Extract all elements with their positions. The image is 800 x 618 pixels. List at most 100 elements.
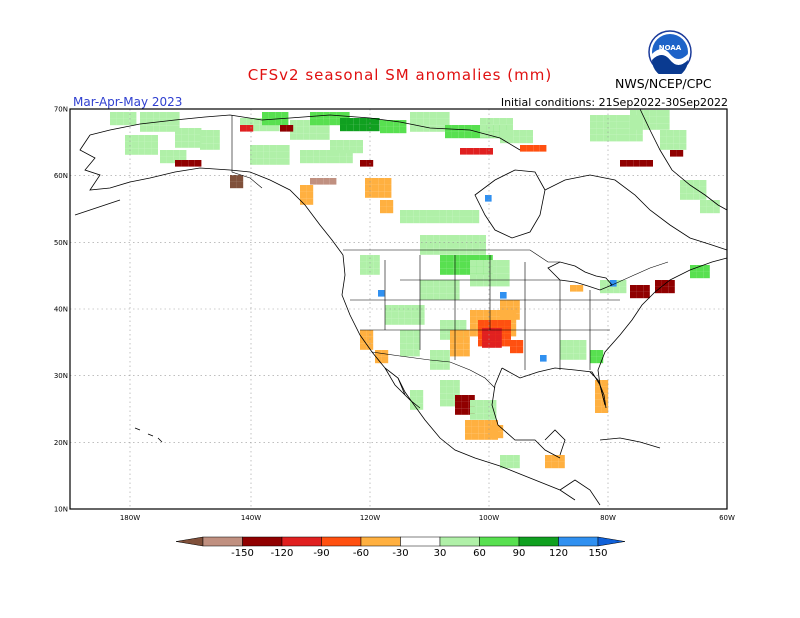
anomaly-cell (643, 123, 650, 130)
anomaly-cell (309, 126, 317, 134)
anomaly-cell (470, 316, 477, 324)
anomaly-cell (400, 343, 407, 350)
anomaly-cell (493, 118, 500, 125)
anomaly-cell (453, 286, 460, 294)
anomaly-cell (506, 313, 514, 320)
anomaly-cell (346, 124, 354, 132)
lat-label-70N: 70N (54, 106, 68, 114)
anomaly-cell (459, 261, 467, 269)
anomaly-cell (470, 279, 477, 287)
colorbar-swatch (360, 536, 401, 547)
anomaly-cell (316, 126, 323, 134)
anomaly-cell (459, 235, 467, 242)
anomaly-cell (483, 316, 490, 324)
anomaly-cell (300, 150, 307, 157)
anomaly-cell (609, 115, 617, 122)
anomaly-cell (566, 353, 574, 360)
anomaly-cell (213, 136, 220, 144)
anomaly-cell (160, 156, 167, 164)
anomaly-cell (479, 148, 487, 155)
anomaly-cell (359, 124, 367, 132)
anomaly-cell (491, 320, 498, 327)
anomaly-cell (596, 115, 604, 122)
anomaly-cell (353, 124, 360, 132)
anomaly-cell (125, 148, 132, 155)
anomaly-cell (506, 136, 514, 144)
anomaly-cell (476, 406, 484, 414)
anomaly-cell (339, 156, 347, 164)
colorbar-label: -30 (392, 548, 408, 559)
anomaly-cell (639, 160, 647, 167)
anomaly-cell (526, 145, 534, 152)
anomaly-cell (446, 216, 453, 224)
anomaly-cell (406, 336, 414, 344)
anomaly-cell (173, 118, 180, 126)
anomaly-cell (464, 125, 472, 132)
anomaly-cell (316, 133, 323, 140)
anomaly-cell (478, 320, 485, 327)
anomaly-cell (296, 120, 304, 127)
anomaly-cell (623, 134, 630, 142)
anomaly-cell (426, 293, 434, 300)
anomaly-cell (479, 241, 486, 249)
anomaly-cell (420, 235, 427, 242)
anomaly-cell (443, 356, 450, 364)
anomaly-cell (140, 118, 147, 126)
anomaly-cell (413, 336, 420, 344)
anomaly-cell (693, 180, 700, 187)
anomaly-cell (610, 280, 617, 287)
anomaly-cell (666, 130, 674, 137)
colorbar-swatch (479, 536, 520, 547)
anomaly-cell (446, 268, 454, 275)
anomaly-cell (446, 241, 453, 249)
anomaly-cell (663, 123, 670, 130)
anomaly-cell (590, 134, 597, 142)
anomaly-cell (636, 291, 644, 299)
anomaly-cell (483, 400, 490, 407)
anomaly-cell (601, 393, 609, 400)
anomaly-cell (276, 145, 283, 152)
anomaly-cell (713, 200, 720, 207)
map-title: CFSv2 seasonal SM anomalies (mm) (247, 66, 553, 84)
anomaly-cell (465, 426, 472, 434)
anomaly-cell (489, 266, 497, 274)
anomaly-cell (636, 110, 644, 117)
anomaly-cell (489, 310, 497, 317)
anomaly-cell (310, 112, 317, 119)
anomaly-cell (699, 193, 707, 200)
anomaly-cell (250, 151, 257, 159)
anomaly-cell (123, 118, 130, 126)
anomaly-cell (398, 318, 405, 325)
anomaly-cell (319, 150, 327, 157)
anomaly-cell (603, 115, 610, 122)
anomaly-cell (519, 130, 527, 137)
borders (231, 115, 669, 389)
anomaly-cell (426, 286, 434, 294)
anomaly-cell (630, 123, 637, 130)
anomaly-cell (343, 140, 350, 147)
anomaly-cell (175, 128, 182, 135)
anomaly-cell (560, 340, 567, 347)
anomaly-cell (413, 330, 420, 337)
anomaly-cell (606, 286, 614, 294)
anomaly-cell (306, 150, 314, 157)
anomaly-cell (159, 118, 167, 126)
lon-label-100W: 100W (479, 514, 499, 522)
anomaly-cell (430, 363, 437, 370)
map-frame (69, 108, 728, 510)
anomaly-cell (484, 320, 492, 327)
anomaly-cell (463, 330, 470, 337)
anomaly-cell (329, 178, 337, 185)
anomaly-cell (513, 313, 520, 320)
anomaly-cell (426, 210, 433, 217)
anomaly-cell (606, 280, 614, 287)
anomaly-cell (429, 112, 437, 119)
anomaly-cell (446, 380, 454, 387)
anomaly-cell (509, 316, 517, 324)
anomaly-cell (360, 261, 367, 269)
anomaly-cell (116, 118, 124, 126)
anomaly-cell (385, 305, 392, 312)
anomaly-cell (353, 118, 360, 125)
anomaly-cell (410, 112, 417, 119)
anomaly-cell (411, 305, 418, 312)
